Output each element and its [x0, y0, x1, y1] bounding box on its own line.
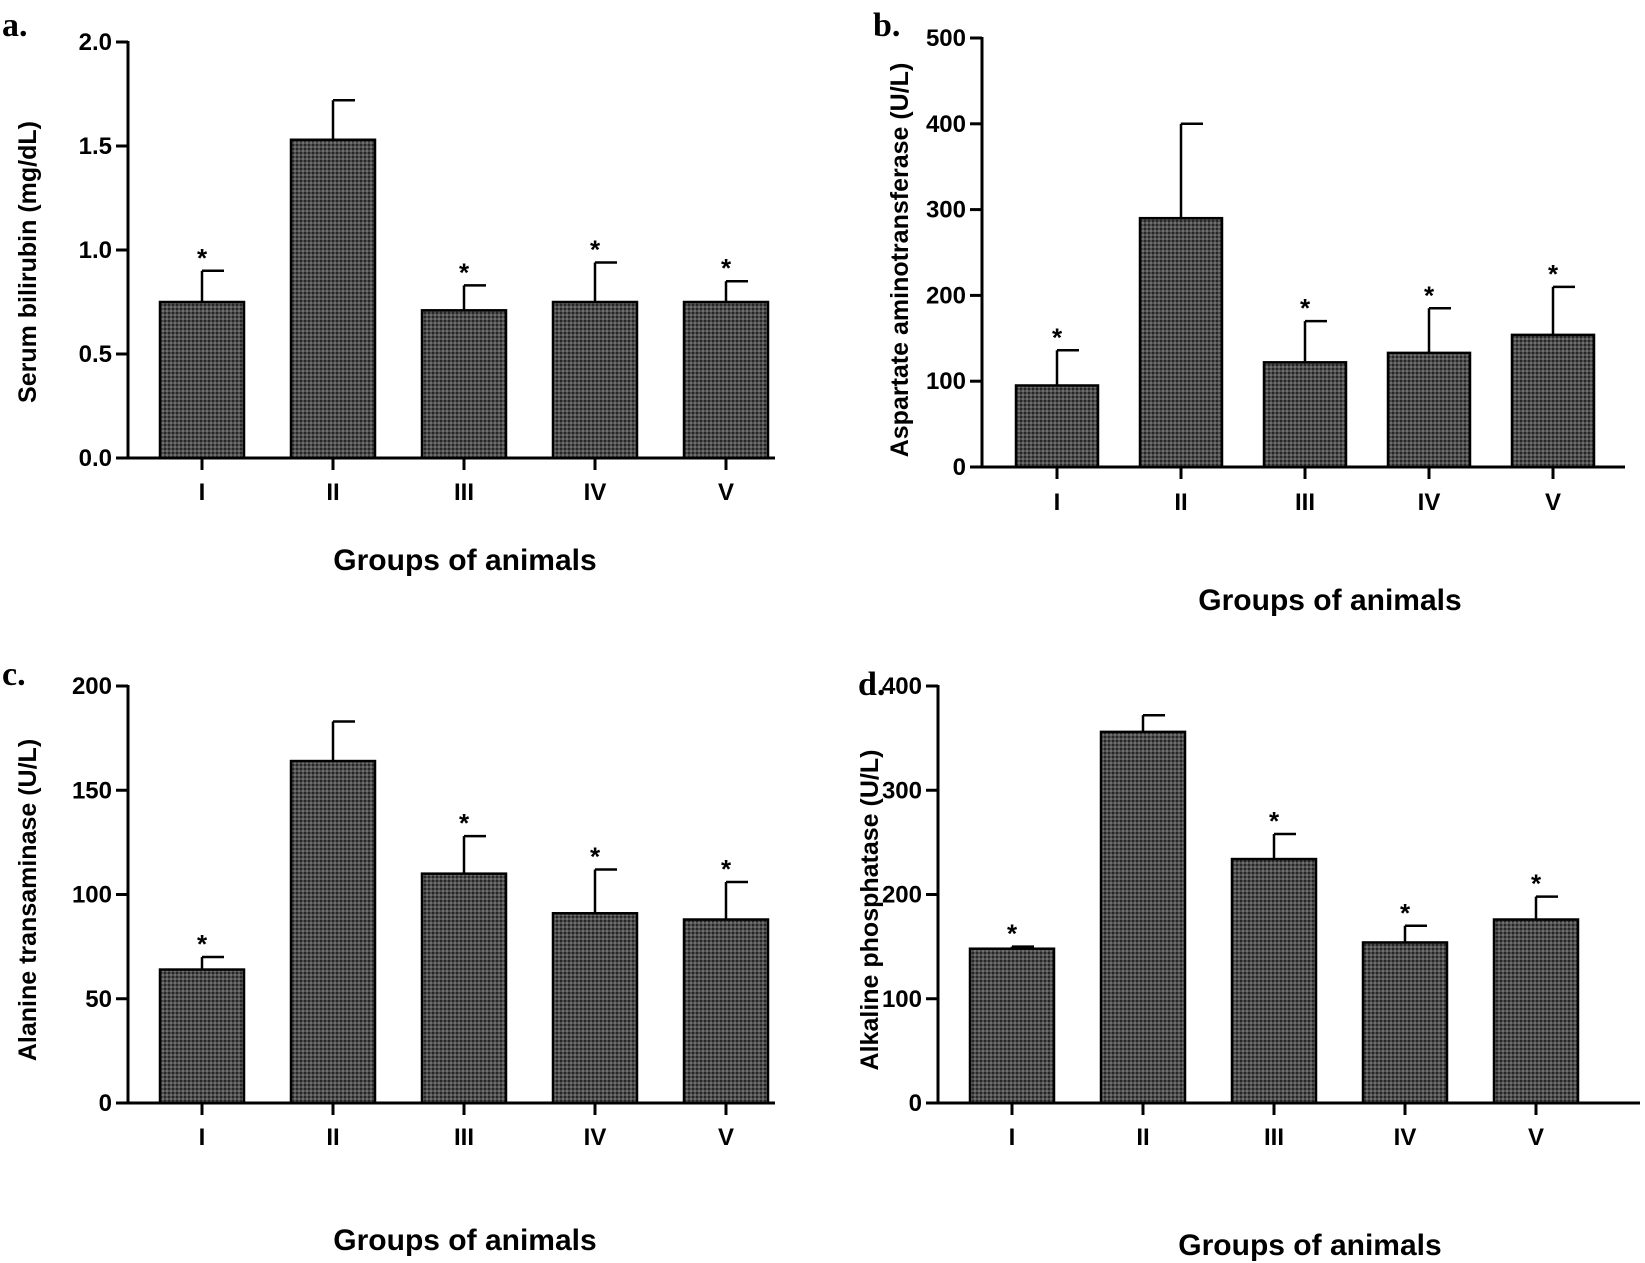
y-tick-label: 1.5 — [79, 133, 112, 160]
bar — [1492, 918, 1580, 1105]
x-tick-label: IV — [1394, 1124, 1417, 1151]
significance-marker: * — [721, 854, 732, 884]
bar — [1510, 333, 1596, 469]
y-tick-label: 200 — [72, 673, 112, 700]
x-tick-label: V — [718, 479, 734, 506]
panel-label-c: c. — [2, 656, 26, 693]
y-tick-label: 100 — [926, 368, 966, 395]
bar — [551, 912, 639, 1105]
panel-d: d. Alkaline phosphatase (U/L) Groups of … — [856, 666, 1640, 1262]
y-tick-label: 0.5 — [79, 341, 112, 368]
significance-marker: * — [1400, 898, 1411, 928]
x-tick-label: I — [1054, 489, 1061, 516]
bar — [1262, 361, 1348, 469]
x-tick-label: III — [1295, 489, 1315, 516]
x-tick-label: I — [199, 479, 206, 506]
x-axis-title-b: Groups of animals — [1198, 584, 1461, 617]
bar — [1230, 857, 1318, 1105]
y-axis-label-a: Serum bilirubin (mg/dL) — [14, 121, 42, 403]
y-tick-label: 500 — [926, 25, 966, 52]
significance-marker: * — [590, 841, 601, 871]
x-tick-label: I — [199, 1124, 206, 1151]
significance-marker: * — [459, 257, 470, 287]
y-tick-label: 300 — [926, 197, 966, 224]
significance-marker: * — [1531, 869, 1542, 899]
plot-a: 0.00.51.01.52.0*I II*III*IV*V — [79, 29, 775, 506]
y-axis-label-c: Alanine transaminase (U/L) — [14, 739, 42, 1061]
x-tick-label: I — [1009, 1124, 1016, 1151]
x-tick-label: III — [454, 479, 474, 506]
significance-marker: * — [1548, 259, 1559, 289]
panel-label-a: a. — [2, 7, 28, 44]
panel-a: a. Serum bilirubin (mg/dL) Groups of ani… — [2, 7, 775, 577]
y-tick-label: 100 — [72, 882, 112, 909]
significance-marker: * — [1007, 919, 1018, 949]
y-tick-label: 400 — [926, 111, 966, 138]
y-tick-label: 0 — [99, 1090, 112, 1117]
x-axis-title-c: Groups of animals — [333, 1224, 596, 1257]
x-axis-title-d: Groups of animals — [1178, 1229, 1441, 1262]
x-tick-label: II — [1136, 1124, 1149, 1151]
significance-marker: * — [1052, 322, 1063, 352]
y-tick-label: 100 — [882, 986, 922, 1013]
y-tick-label: 400 — [882, 673, 922, 700]
significance-marker: * — [1424, 280, 1435, 310]
bar — [682, 300, 770, 460]
bar — [551, 300, 639, 460]
y-axis-label-b: Aspartate aminotransferase (U/L) — [886, 63, 914, 458]
significance-marker: * — [197, 929, 208, 959]
x-tick-label: V — [718, 1124, 734, 1151]
significance-marker: * — [459, 808, 470, 838]
y-tick-label: 150 — [72, 777, 112, 804]
bar — [420, 872, 508, 1105]
y-tick-label: 2.0 — [79, 29, 112, 56]
x-tick-label: V — [1545, 489, 1561, 516]
significance-marker: * — [590, 234, 601, 264]
panel-label-d: d. — [858, 666, 885, 703]
significance-marker: * — [1269, 806, 1280, 836]
x-tick-label: IV — [1418, 489, 1441, 516]
panel-c: c. Alanine transaminase (U/L) Groups of … — [2, 656, 775, 1257]
bar — [420, 309, 508, 460]
bar — [1099, 730, 1187, 1105]
panel-b: b. Aspartate aminotransferase (U/L) Grou… — [873, 7, 1625, 617]
bar — [1138, 216, 1224, 469]
significance-marker: * — [197, 243, 208, 273]
bar — [1386, 351, 1472, 469]
y-tick-label: 1.0 — [79, 237, 112, 264]
bar — [289, 759, 377, 1105]
y-tick-label: 0 — [953, 454, 966, 481]
y-tick-label: 0 — [909, 1090, 922, 1117]
y-tick-label: 0.0 — [79, 445, 112, 472]
bar — [289, 138, 377, 460]
y-tick-label: 300 — [882, 777, 922, 804]
y-tick-label: 50 — [85, 986, 112, 1013]
significance-marker: * — [721, 253, 732, 283]
significance-marker: * — [1300, 293, 1311, 323]
y-axis-label-d: Alkaline phosphatase (U/L) — [856, 750, 884, 1071]
x-tick-label: V — [1528, 1124, 1544, 1151]
x-axis-title-a: Groups of animals — [333, 544, 596, 577]
x-tick-label: III — [454, 1124, 474, 1151]
bar — [158, 300, 246, 460]
x-tick-label: III — [1264, 1124, 1284, 1151]
x-tick-label: II — [1174, 489, 1187, 516]
bar — [158, 968, 246, 1105]
x-tick-label: II — [326, 479, 339, 506]
bar — [1361, 941, 1449, 1105]
x-tick-label: II — [326, 1124, 339, 1151]
bar — [1014, 384, 1100, 469]
x-tick-label: IV — [584, 479, 607, 506]
y-tick-label: 200 — [882, 882, 922, 909]
y-tick-label: 200 — [926, 282, 966, 309]
x-tick-label: IV — [584, 1124, 607, 1151]
bar — [682, 918, 770, 1105]
panel-label-b: b. — [873, 7, 900, 44]
bar — [968, 947, 1056, 1105]
